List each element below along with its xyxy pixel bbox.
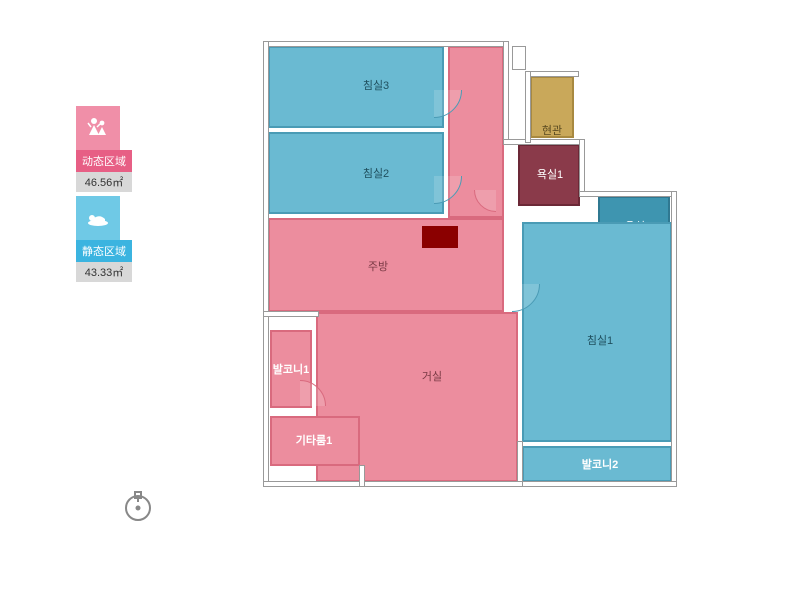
legend-dynamic-value: 46.56㎡ xyxy=(76,172,132,192)
wall-9 xyxy=(264,482,522,486)
wall-5 xyxy=(580,192,676,196)
compass-icon xyxy=(120,488,156,524)
room-label-other1: 기타룸1 xyxy=(296,432,332,448)
legend-static-label: 静态区域 xyxy=(76,240,132,262)
legend-static-value: 43.33㎡ xyxy=(76,262,132,282)
floorplan: 침실3침실2주방거실발코니1기타룸1현관욕실1욕실2침실1발코니2 xyxy=(256,40,710,570)
room-bedroom2 xyxy=(268,132,444,214)
wall-7 xyxy=(518,482,676,486)
room-label-bedroom2: 침실2 xyxy=(363,165,389,181)
room-label-bedroom1: 침실1 xyxy=(587,332,613,348)
wall-4 xyxy=(580,140,584,192)
room-bedroom3 xyxy=(268,46,444,128)
wall-6 xyxy=(672,192,676,486)
legend-dynamic: 动态区域 46.56㎡ xyxy=(76,106,132,192)
room-label-entry: 현관 xyxy=(542,122,562,138)
wall-0 xyxy=(264,42,508,46)
wall-12 xyxy=(526,72,578,76)
room-label-balcony2: 발코니2 xyxy=(582,456,618,472)
wall-8 xyxy=(518,442,522,486)
room-label-living: 거실 xyxy=(422,368,442,384)
legend-static: 静态区域 43.33㎡ xyxy=(76,196,132,282)
wall-11 xyxy=(264,312,318,316)
wall-2 xyxy=(504,42,508,144)
wall-3 xyxy=(504,140,584,144)
room-label-balcony1: 발코니1 xyxy=(273,361,309,377)
wall-1 xyxy=(264,42,268,482)
legend-dynamic-label: 动态区域 xyxy=(76,150,132,172)
room-label-kitchen: 주방 xyxy=(368,258,388,274)
room-label-bedroom3: 침실3 xyxy=(363,77,389,93)
fixture-pillar-top xyxy=(512,46,526,70)
room-label-bath1: 욕실1 xyxy=(537,166,563,182)
fixture-kitchen-block xyxy=(422,226,458,248)
wall-13 xyxy=(526,72,530,142)
people-icon xyxy=(76,106,120,150)
sleep-icon xyxy=(76,196,120,240)
wall-10 xyxy=(360,466,364,486)
